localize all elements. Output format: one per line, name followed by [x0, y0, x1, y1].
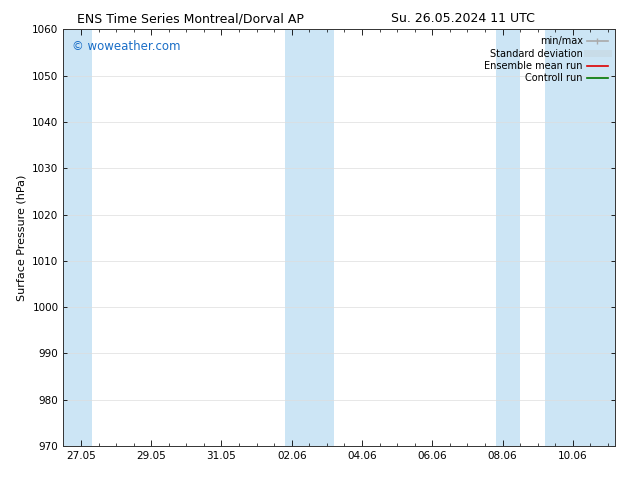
Text: ENS Time Series Montreal/Dorval AP: ENS Time Series Montreal/Dorval AP — [77, 12, 304, 25]
Bar — [63, 29, 91, 446]
Text: Su. 26.05.2024 11 UTC: Su. 26.05.2024 11 UTC — [391, 12, 534, 25]
Y-axis label: Surface Pressure (hPa): Surface Pressure (hPa) — [16, 174, 27, 301]
Text: © woweather.com: © woweather.com — [72, 40, 180, 53]
Bar — [545, 29, 615, 446]
Bar — [285, 29, 334, 446]
Legend: min/max, Standard deviation, Ensemble mean run, Controll run: min/max, Standard deviation, Ensemble me… — [482, 34, 610, 85]
Bar — [496, 29, 520, 446]
